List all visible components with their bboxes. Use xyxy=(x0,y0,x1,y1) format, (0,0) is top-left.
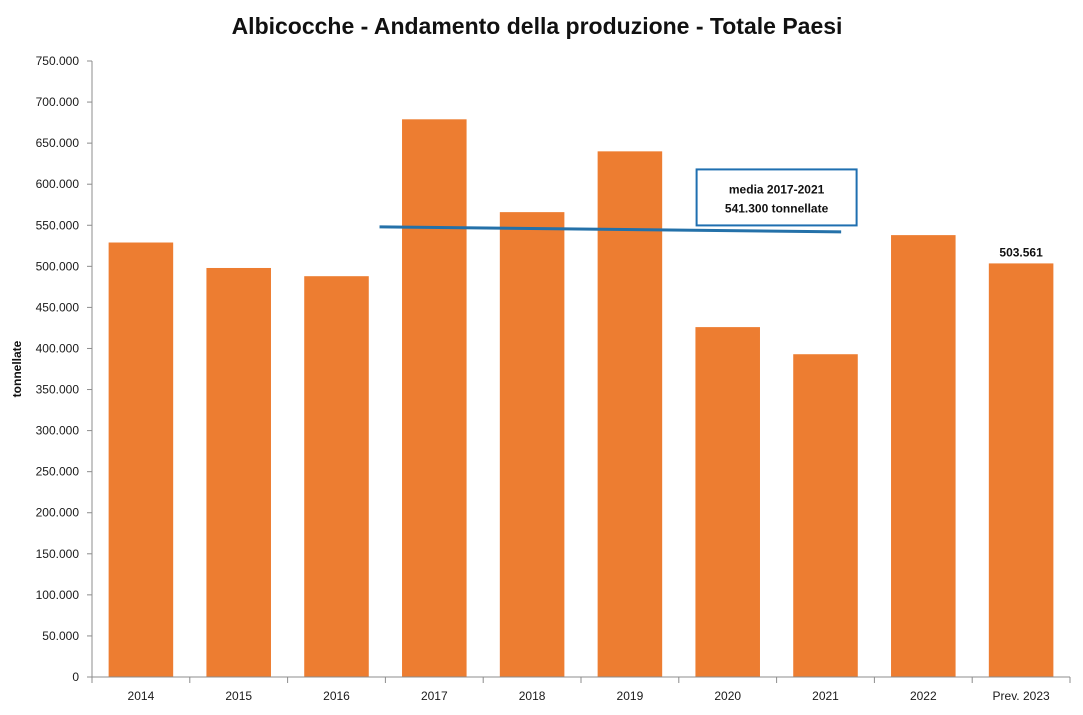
y-tick-label: 750.000 xyxy=(36,54,80,68)
y-tick-label: 700.000 xyxy=(36,95,80,109)
chart-title: Albicocche - Andamento della produzione … xyxy=(232,13,843,39)
y-tick-label: 150.000 xyxy=(36,547,80,561)
bars-group xyxy=(108,119,1054,678)
y-tick-label: 500.000 xyxy=(36,259,80,273)
reference-line-group: media 2017-2021 541.300 tonnellate xyxy=(379,168,858,234)
bar-prev-2023 xyxy=(988,263,1054,677)
x-tick-label: 2019 xyxy=(617,689,644,703)
bar-2020 xyxy=(695,327,760,677)
y-tick-label: 50.000 xyxy=(42,629,79,643)
y-tick-label: 0 xyxy=(72,670,79,684)
y-tick-label: 450.000 xyxy=(36,300,80,314)
y-axis-label: tonnellate xyxy=(10,340,24,397)
y-tick-label: 350.000 xyxy=(36,383,80,397)
bar-2018 xyxy=(499,212,565,677)
average-annotation-line2: 541.300 tonnellate xyxy=(725,201,829,215)
x-tick-label: 2021 xyxy=(812,689,839,703)
bar-2014 xyxy=(108,242,174,677)
y-tick-label: 550.000 xyxy=(36,218,80,232)
data-label-group: 503.561 xyxy=(999,245,1043,259)
x-tick-label: Prev. 2023 xyxy=(993,689,1050,703)
x-tick-label: 2017 xyxy=(421,689,448,703)
y-tick-label: 400.000 xyxy=(36,341,80,355)
average-annotation-box xyxy=(695,168,858,227)
y-tick-label: 650.000 xyxy=(36,136,80,150)
y-tick-label: 100.000 xyxy=(36,588,80,602)
data-label: 503.561 xyxy=(999,245,1043,259)
average-annotation-line1: media 2017-2021 xyxy=(729,182,825,196)
bar-2017 xyxy=(402,119,467,677)
bar-2019 xyxy=(597,151,663,678)
x-tick-label: 2015 xyxy=(225,689,252,703)
x-tick-label: 2014 xyxy=(128,689,155,703)
x-axis: 2014 2015 2016 2017 2018 2019 2020 2021 2022 Prev… xyxy=(91,676,1071,703)
y-tick-label: 250.000 xyxy=(36,465,80,479)
average-trend-line xyxy=(379,225,842,234)
y-tick-label: 300.000 xyxy=(36,424,80,438)
bar-2022 xyxy=(891,235,956,677)
x-tick-label: 2020 xyxy=(714,689,741,703)
bar-2015 xyxy=(206,267,271,677)
y-tick-label: 200.000 xyxy=(36,506,80,520)
bar-2021 xyxy=(793,354,858,677)
x-tick-label: 2016 xyxy=(323,689,350,703)
x-tick-label: 2018 xyxy=(519,689,546,703)
bar-2016 xyxy=(304,276,369,677)
y-tick-label: 600.000 xyxy=(36,177,80,191)
x-tick-label: 2022 xyxy=(910,689,937,703)
y-axis: 0 50.000 100.000 150.000 200.000 250.000 300.0… xyxy=(36,54,93,684)
